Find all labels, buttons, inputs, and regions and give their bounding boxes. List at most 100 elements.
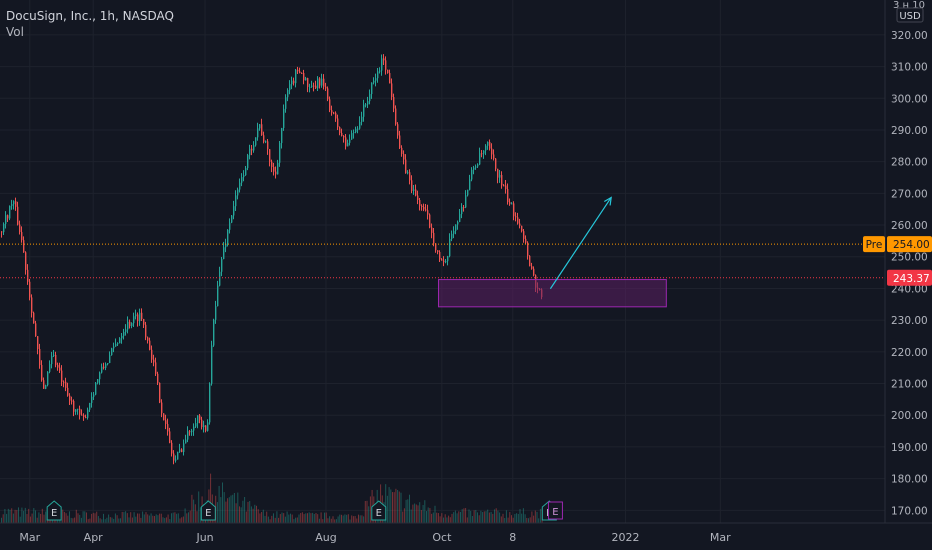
volume-bar [154,516,155,523]
volume-bar [400,492,402,523]
candle-body [271,161,273,167]
volume-bar [312,512,314,523]
candle-body [151,349,153,360]
volume-bar [216,502,218,523]
candle-body [337,118,339,128]
candle-body [89,402,91,410]
volume-bar [453,512,455,523]
volume-bar [137,513,138,523]
candle-body [185,439,187,444]
candle-body [399,135,401,148]
earnings-marker-icon[interactable] [200,500,216,521]
volume-bar [405,499,407,523]
candle-body [13,201,15,205]
candle-body [425,209,427,211]
candle-body [213,319,215,346]
price-tick-label: 250.00 [891,252,928,264]
volume-bar [94,513,96,523]
candle-body [503,185,505,187]
candle-body [69,395,71,401]
candle-body [233,206,235,216]
candle-body [101,366,103,373]
candle-body [73,401,75,412]
time-tick-label: Apr [84,531,104,544]
candle-body [243,175,245,178]
volume-bar [261,511,263,523]
candle-body [513,203,515,217]
volume-bar [526,517,528,523]
candle-body [389,73,391,84]
volume-bar [448,515,450,523]
candle-body [65,381,67,388]
candle-body [247,155,249,169]
volume-bar [305,513,307,523]
volume-bar [317,514,319,523]
price-tick-label: 240.00 [891,283,928,295]
candle-body [249,148,251,156]
candle-body [521,225,523,232]
volume-bar [426,511,427,523]
volume-bar [152,515,154,523]
candle-body [161,402,163,414]
candle-body [511,203,513,205]
volume-bar [267,516,269,523]
candle-body [477,164,479,167]
candle-body [157,373,159,383]
candle-body [491,148,493,155]
volume-bar [366,500,368,523]
volume-bar [35,510,36,523]
candle-body [149,340,151,350]
volume-bar [218,485,220,523]
volume-bar [228,497,230,523]
volume-bar [250,506,252,523]
candle-body [495,158,497,169]
volume-bar [531,511,533,523]
volume-bar [114,513,116,523]
candle-body [173,453,175,461]
volume-bar [369,496,371,523]
volume-bar [121,511,123,523]
candle-body [15,201,17,207]
candle-body [345,137,347,147]
candle-body [405,159,407,174]
volume-bar [245,511,247,523]
candle-body [17,206,19,225]
volume-bar [165,517,167,523]
demand-zone-rectangle[interactable] [438,279,667,308]
candle-body [187,431,189,440]
candle-body [183,443,185,453]
earnings-marker-icon[interactable] [371,500,387,521]
volume-bar [269,519,271,523]
volume-bar [148,515,150,523]
volume-bar [495,508,497,523]
price-tick-label: 180.00 [891,474,928,486]
volume-bar [108,514,110,523]
candle-body [45,385,47,389]
upcoming-earnings-marker-icon[interactable] [547,501,563,520]
volume-bar [24,507,26,523]
volume-bar [62,509,64,523]
volume-bar [171,513,172,523]
volume-bar [494,509,495,523]
volume-bar [174,512,176,523]
candle-body [199,415,201,420]
volume-bar [415,504,417,523]
volume-bar [500,516,502,523]
volume-bar [120,518,121,523]
price-tick-label: 220.00 [891,347,928,359]
projection-arrow-head[interactable] [603,196,612,206]
volume-bar [517,513,519,523]
candle-body [387,69,389,74]
earnings-marker-icon[interactable] [46,500,62,521]
currency-badge[interactable] [896,7,924,23]
candle-body [333,112,335,114]
candlestick-series [1,54,543,465]
volume-bar [278,517,280,523]
candle-body [431,227,433,233]
candle-body [451,233,453,239]
volume-bar [444,514,446,523]
volume-bar [23,510,25,523]
projection-arrow-line[interactable] [549,197,612,290]
